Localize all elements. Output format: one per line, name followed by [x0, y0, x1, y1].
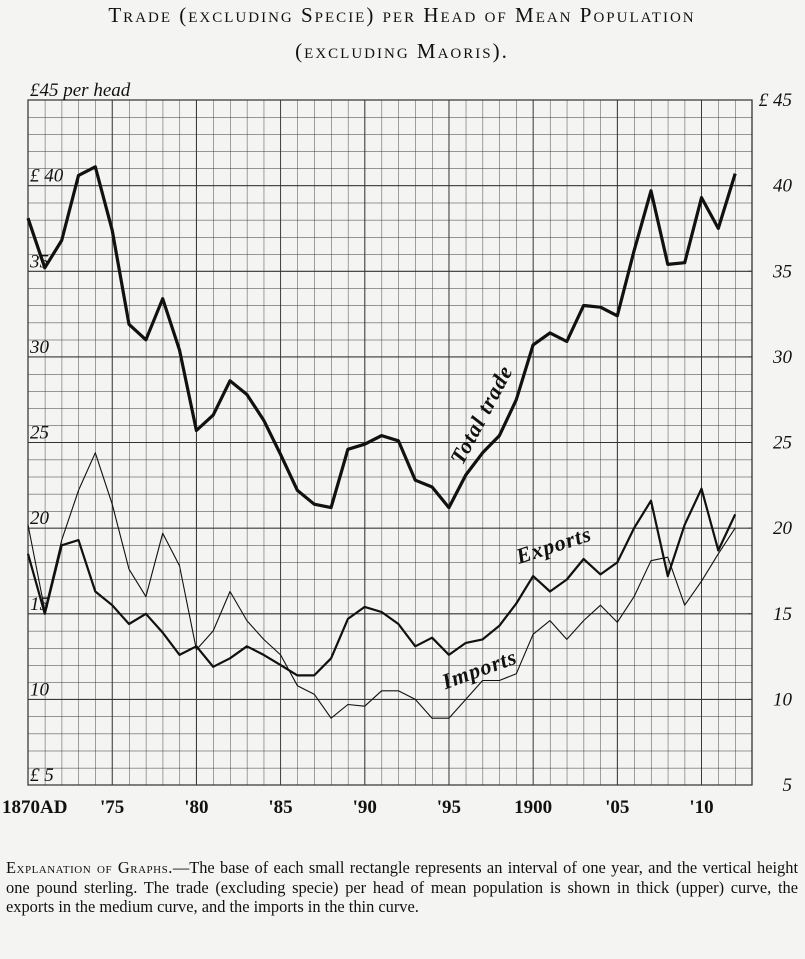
x-tick-label: '90	[353, 797, 377, 818]
y2-tick-label: 5	[783, 775, 793, 796]
y-tick-label: 20	[30, 508, 50, 529]
y2-tick-label: 15	[773, 604, 792, 625]
series-line	[27, 452, 736, 719]
y2-tick-label: 25	[773, 433, 792, 454]
note-heading: Explanation of Graphs.	[6, 858, 173, 877]
x-tick-label: '95	[437, 797, 461, 818]
x-tick-label: 1900	[514, 797, 552, 818]
y-tick-label: £ 40	[30, 166, 64, 187]
y2-tick-label: 20	[773, 518, 793, 539]
x-tick-label: '80	[184, 797, 208, 818]
explanation-note: Explanation of Graphs.—The base of each …	[6, 858, 798, 917]
y-tick-label: 25	[30, 423, 49, 444]
x-tick-label: 1870AD	[2, 797, 67, 818]
y-tick-label: 30	[29, 337, 50, 358]
y2-tick-label: 10	[773, 689, 793, 710]
x-tick-label: '05	[605, 797, 629, 818]
chart-subtitle: (excluding Maoris).	[295, 39, 509, 63]
series-line	[26, 165, 737, 510]
y2-tick-label: 40	[773, 176, 793, 197]
y2-tick-label: 30	[772, 347, 793, 368]
x-tick-label: '75	[100, 797, 124, 818]
y-tick-label: 10	[30, 679, 50, 700]
x-tick-label: '85	[268, 797, 292, 818]
x-tick-label: '10	[689, 797, 713, 818]
chart-title: Trade (excluding Specie) per Head of Mea…	[108, 3, 695, 27]
y2-tick-label: £ 45	[759, 90, 792, 111]
y-tick-label: £45 per head	[30, 80, 131, 101]
y2-tick-label: 35	[772, 261, 792, 282]
note-text: —The base of each small rectangle repres…	[6, 858, 799, 916]
y-tick-label: £ 5	[30, 765, 54, 786]
chart: Trade (excluding Specie) per Head of Mea…	[2, 3, 793, 818]
series-line	[26, 487, 737, 677]
